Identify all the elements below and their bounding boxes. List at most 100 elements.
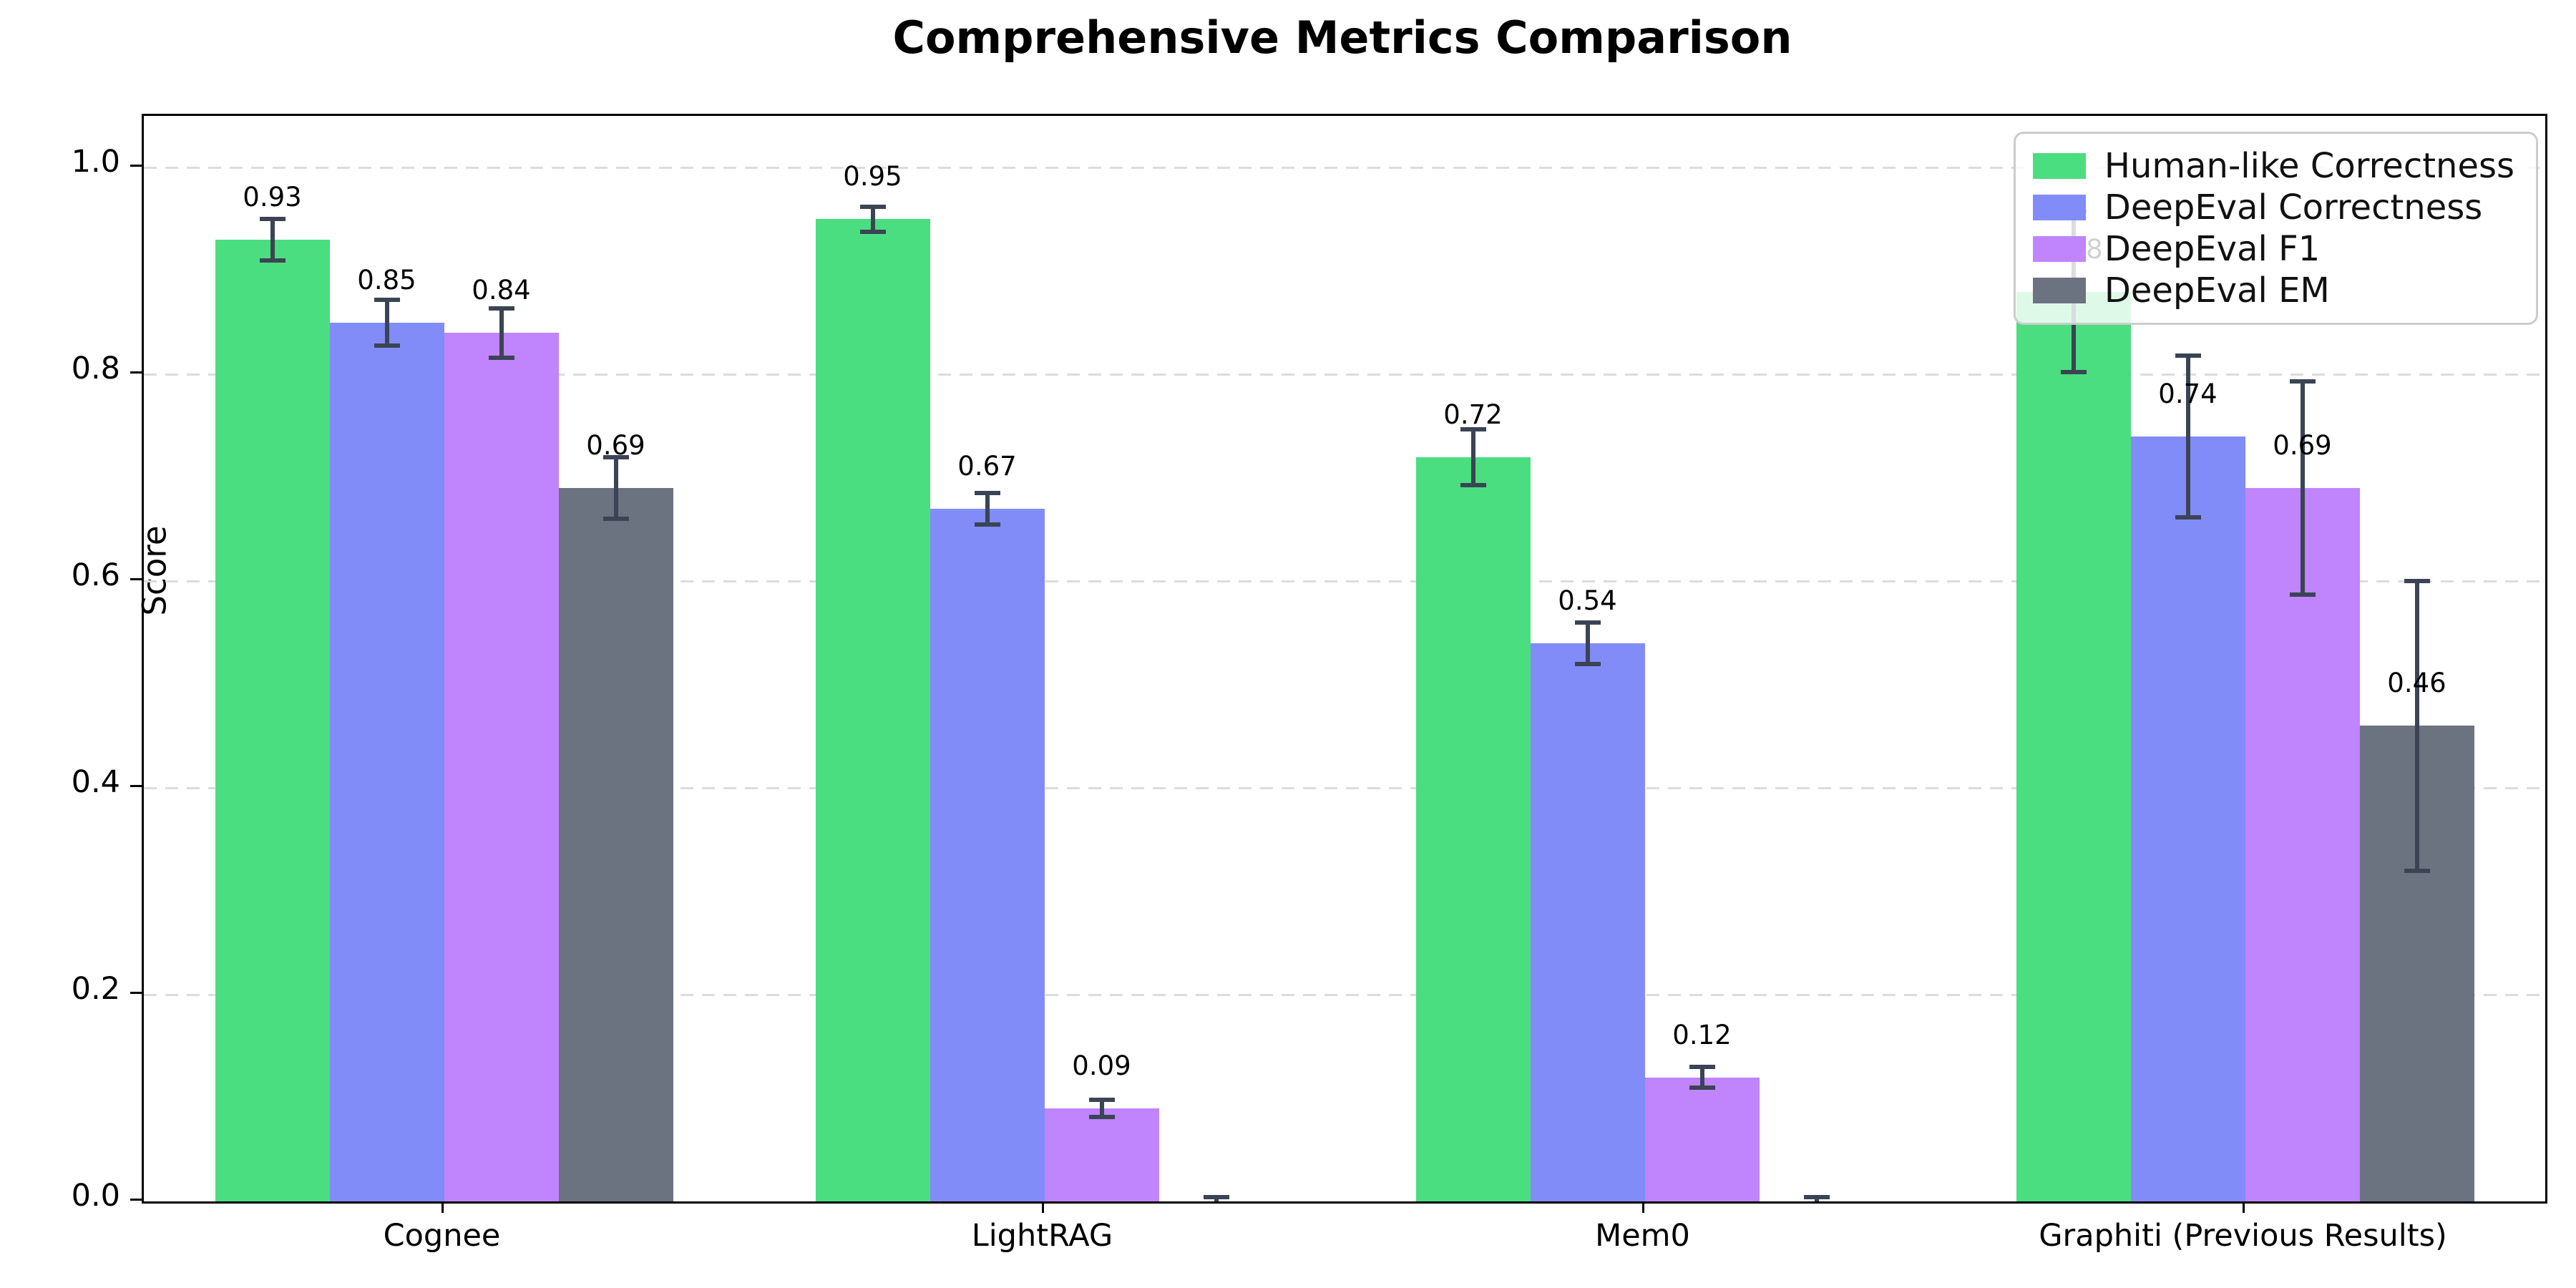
error-bar-cap-top (488, 306, 514, 311)
error-bar-cap-bottom (488, 356, 514, 361)
bar-series-3-group-2 (1044, 1108, 1159, 1201)
legend-swatch-icon (2032, 195, 2086, 220)
bar-value-label: 0.69 (586, 430, 645, 462)
legend: Human-like Correctness DeepEval Correctne… (2013, 132, 2538, 325)
error-bar-cap-top (1088, 1098, 1115, 1103)
bar-value-label: 0.12 (1672, 1019, 1732, 1050)
error-bar-cap-top (1574, 620, 1601, 625)
legend-item-1: Human-like Correctness (2032, 145, 2514, 187)
bar-series-3-group-4 (2245, 488, 2360, 1201)
error-bar-cap-bottom (374, 343, 400, 348)
bar-value-label: 0.69 (2273, 430, 2332, 462)
error-bar-cap-bottom (2404, 868, 2430, 873)
bar-series-2-group-2 (930, 509, 1045, 1201)
bar-value-label: 0.72 (1443, 399, 1503, 430)
bar-value-label: 0.54 (1558, 585, 1617, 616)
error-bar-cap-bottom (602, 517, 629, 522)
error-bar-stem (1585, 622, 1590, 664)
error-bar-cap-top (2289, 379, 2316, 384)
error-bar-cap-top (1203, 1195, 1229, 1200)
legend-item-4: DeepEval EM (2032, 270, 2514, 311)
y-tick-mark (130, 785, 142, 788)
gridline-0.2 (144, 994, 2545, 997)
y-axis-label: Score (135, 525, 174, 616)
legend-item-3: DeepEval F1 (2032, 228, 2514, 270)
x-tick-mark (2242, 1201, 2245, 1213)
error-bar-cap-top (1460, 426, 1486, 431)
y-tick-mark (130, 992, 142, 995)
plot-area: Score 0.93 0.85 0.84 0.69 0.95 0.67 0.09 0.72 0.… (136, 114, 2547, 1204)
error-bar-cap-top (374, 298, 400, 303)
bar-value-label: 0.09 (1072, 1050, 1131, 1081)
error-bar-cap-bottom (2175, 514, 2201, 519)
error-bar-stem (985, 493, 990, 525)
error-bar-cap-bottom (2060, 370, 2087, 375)
error-bar-cap-bottom (2289, 592, 2316, 597)
bar-series-3-group-1 (444, 333, 559, 1201)
bar-series-1-group-3 (1415, 457, 1531, 1201)
error-bar-cap-top (2175, 353, 2201, 358)
legend-item-label: DeepEval Correctness (2104, 187, 2483, 228)
y-tick-label: 0.6 (71, 557, 120, 594)
error-bar-stem (1470, 429, 1475, 485)
y-tick-label: 0.4 (71, 764, 120, 801)
error-bar-cap-bottom (1574, 661, 1601, 666)
bar-value-label: 0.95 (843, 161, 902, 192)
error-bar-cap-bottom (974, 522, 1000, 527)
y-tick-label: 0.8 (71, 351, 120, 387)
legend-swatch-icon (2032, 278, 2086, 303)
legend-swatch-icon (2032, 236, 2086, 262)
gridline-1 (144, 167, 2545, 170)
legend-item-label: Human-like Correctness (2104, 146, 2514, 186)
error-bar-cap-top (259, 217, 286, 222)
bar-value-label: 0.67 (957, 451, 1017, 482)
bar-value-label: 0.85 (357, 264, 416, 296)
bar-series-2-group-4 (2130, 436, 2245, 1201)
error-bar-stem (870, 207, 875, 232)
bar-value-label: 0.74 (2158, 378, 2218, 409)
error-bar-stem (384, 300, 389, 346)
gridline-0.4 (144, 787, 2545, 790)
bar-series-1-group-2 (815, 219, 930, 1201)
y-tick-mark (130, 578, 142, 581)
error-bar-cap-bottom (1689, 1085, 1715, 1091)
legend-swatch-icon (2032, 153, 2086, 179)
x-tick-label-4: Graphiti (Previous Results) (2039, 1218, 2447, 1254)
error-bar-cap-top (974, 491, 1000, 496)
error-bar-cap-top (602, 454, 629, 459)
error-bar-stem (1699, 1067, 1704, 1088)
error-bar-stem (270, 219, 275, 261)
gridline-0.6 (144, 580, 2545, 583)
error-bar-stem (499, 308, 504, 358)
bar-series-4-group-1 (558, 488, 673, 1201)
error-bar-cap-top (859, 205, 886, 210)
error-bar-stem (2300, 381, 2305, 595)
bar-series-3-group-3 (1644, 1077, 1760, 1201)
error-bar-cap-top (1803, 1195, 1830, 1200)
chart-title: Comprehensive Metrics Comparison (892, 11, 1792, 64)
error-bar-stem (2185, 356, 2190, 517)
error-bar-cap-bottom (1088, 1114, 1115, 1119)
y-tick-mark (130, 1199, 142, 1201)
error-bar-cap-top (2404, 579, 2430, 584)
y-tick-label: 1.0 (71, 144, 120, 180)
bar-series-2-group-3 (1530, 643, 1645, 1201)
legend-item-label: DeepEval F1 (2104, 229, 2321, 269)
error-bar-cap-bottom (1460, 482, 1486, 487)
bar-value-label: 0.46 (2387, 668, 2446, 699)
error-bar-stem (2414, 581, 2419, 871)
y-tick-label: 0.2 (71, 971, 120, 1008)
error-bar-cap-top (1689, 1065, 1715, 1070)
y-tick-mark (130, 165, 142, 167)
x-tick-mark (441, 1201, 444, 1213)
bar-value-label: 0.84 (472, 275, 531, 306)
x-tick-mark (1641, 1201, 1644, 1213)
error-bar-stem (613, 457, 618, 519)
gridline-0.8 (144, 374, 2545, 376)
x-tick-label-2: LightRAG (971, 1218, 1113, 1254)
y-tick-label: 0.0 (71, 1178, 120, 1214)
x-tick-mark (1041, 1201, 1044, 1213)
bar-series-1-group-4 (2016, 291, 2131, 1201)
bar-series-1-group-1 (215, 240, 330, 1201)
